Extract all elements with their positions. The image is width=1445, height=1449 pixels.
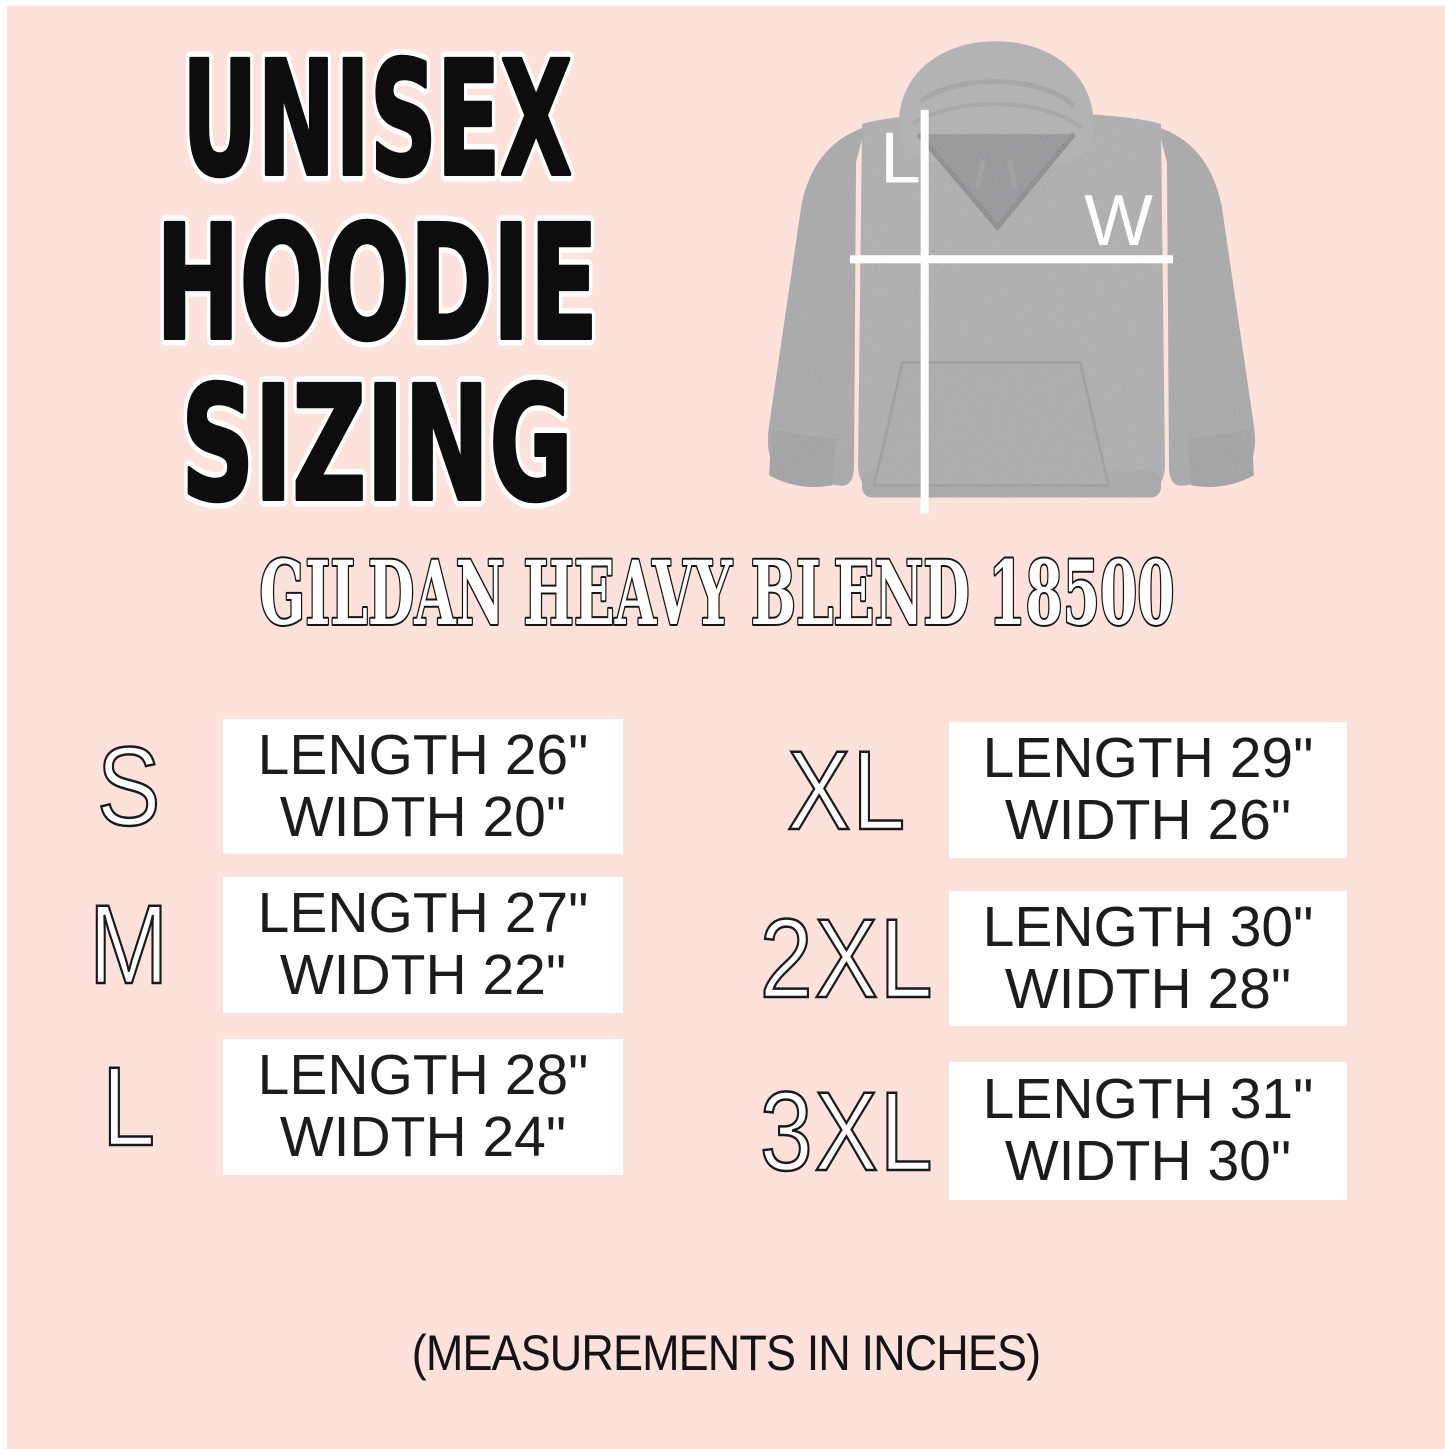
size-label-l: L — [101, 1043, 157, 1171]
length-line — [920, 109, 929, 514]
size-label-s: S — [96, 723, 163, 851]
width-value: WIDTH 26" — [1004, 788, 1292, 852]
subtitle-block: GILDAN HEAVY BLEND 18500 — [258, 539, 1177, 647]
size-box-xl: LENGTH 29" WIDTH 26" — [949, 722, 1347, 858]
length-value: LENGTH 28" — [257, 1043, 589, 1108]
title-line-3: SIZING — [181, 353, 573, 537]
hoodie-right-cuff — [1187, 429, 1254, 487]
size-label-3xl: 3XL — [759, 1067, 935, 1195]
title-line-2: HOODIE — [156, 192, 598, 376]
hood-opening — [918, 134, 1075, 227]
length-value: LENGTH 26" — [257, 722, 589, 787]
width-value: WIDTH 20" — [279, 784, 567, 849]
drawstring — [974, 159, 986, 190]
hood-fold-line — [911, 102, 1084, 130]
footer-note: (MEASUREMENTS IN INCHES) — [411, 1325, 1041, 1381]
length-value: LENGTH 29" — [982, 726, 1314, 791]
length-value: LENGTH 27" — [257, 881, 589, 946]
size-box-m: LENGTH 27" WIDTH 22" — [223, 877, 623, 1013]
hood-fold-line — [919, 79, 1076, 108]
width-label: W — [1084, 180, 1153, 261]
width-value: WIDTH 22" — [279, 943, 567, 1007]
width-value: WIDTH 24" — [279, 1105, 567, 1169]
title-block: UNISEX UNISEX HOODIE HOODIE SIZING SIZIN… — [149, 21, 606, 545]
size-label-xl: XL — [786, 726, 907, 854]
length-label: L — [880, 118, 920, 199]
size-box-s: LENGTH 26" WIDTH 20" — [223, 719, 623, 854]
subtitle-text: GILDAN HEAVY BLEND 18500 — [260, 541, 1175, 645]
hoodie-kangaroo-pocket — [872, 360, 1111, 487]
drawstring — [1007, 159, 1019, 190]
hoodie-diagram: L W — [767, 41, 1256, 514]
size-box-3xl: LENGTH 31" WIDTH 30" — [949, 1062, 1347, 1200]
size-label-m: M — [88, 881, 170, 1009]
size-label-2xl: 2XL — [759, 895, 935, 1023]
size-box-2xl: LENGTH 30" WIDTH 28" — [949, 891, 1347, 1026]
length-value: LENGTH 30" — [982, 894, 1314, 959]
title-line-1: UNISEX — [182, 28, 572, 212]
size-box-l: LENGTH 28" WIDTH 24" — [223, 1039, 623, 1175]
hoodie-right-sleeve — [1157, 127, 1256, 486]
title-line-2-outline: HOODIE — [156, 192, 598, 376]
length-value: LENGTH 31" — [982, 1067, 1314, 1132]
width-value: WIDTH 28" — [1004, 956, 1292, 1021]
title-line-1-outline: UNISEX — [182, 28, 572, 212]
collar-seam — [916, 132, 1077, 231]
width-value: WIDTH 30" — [1004, 1129, 1292, 1193]
title-line-3-outline: SIZING — [181, 353, 573, 537]
width-line — [849, 255, 1174, 264]
hoodie-left-cuff — [769, 429, 836, 487]
hoodie-left-sleeve — [767, 127, 866, 486]
